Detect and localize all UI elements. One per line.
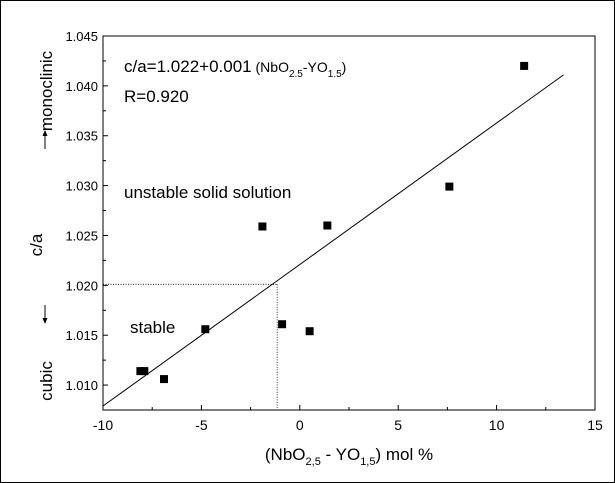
y-tick-label: 1.045 [65,29,98,44]
data-point [305,327,314,336]
data-point [445,182,454,191]
y-tick-label: 1.010 [65,378,98,393]
data-point [258,222,267,231]
y-bottom-label: cubic [37,361,56,401]
data-point [160,375,169,384]
y-tick-label: 1.030 [65,179,98,194]
data-point [140,367,149,376]
y-tick-label: 1.040 [65,79,98,94]
y-tick-label: 1.020 [65,278,98,293]
y-top-label: monoclinic [37,50,56,131]
x-tick-label: 15 [587,417,603,433]
down-arrow-icon [42,305,48,324]
y-axis-ticks: 1.010 1.015 1.020 1.025 1.030 1.035 1.040 1.045 [65,29,108,393]
fit-line [102,74,564,407]
correlation-coefficient: R=0.920 [124,87,189,106]
x-tick-label: 5 [394,417,402,433]
data-point [201,325,210,334]
annotation-unstable: unstable solid solution [124,183,291,202]
x-tick-label: -5 [195,417,208,433]
guide-lines [103,283,278,410]
data-points [136,61,529,384]
x-tick-label: 0 [296,417,304,433]
data-point [278,320,287,329]
fit-equation: c/a=1.022+0.001 (NbO2.5-YO1.5) [124,57,346,80]
up-arrow-icon [42,130,48,149]
y-axis-label: c/a [27,233,46,256]
y-tick-label: 1.025 [65,228,98,243]
x-axis-ticks: -10 -5 0 5 10 15 [93,405,603,433]
fit-line-group [102,74,564,407]
x-tick-label: -10 [93,417,113,433]
annotation-stable: stable [130,318,175,337]
data-point [323,221,332,230]
x-tick-label: 10 [489,417,505,433]
y-tick-label: 1.015 [65,328,98,343]
y-tick-label: 1.035 [65,129,98,144]
x-axis-label: (NbO2,5 - YO1,5) mol % [265,445,433,468]
data-point [520,61,529,70]
